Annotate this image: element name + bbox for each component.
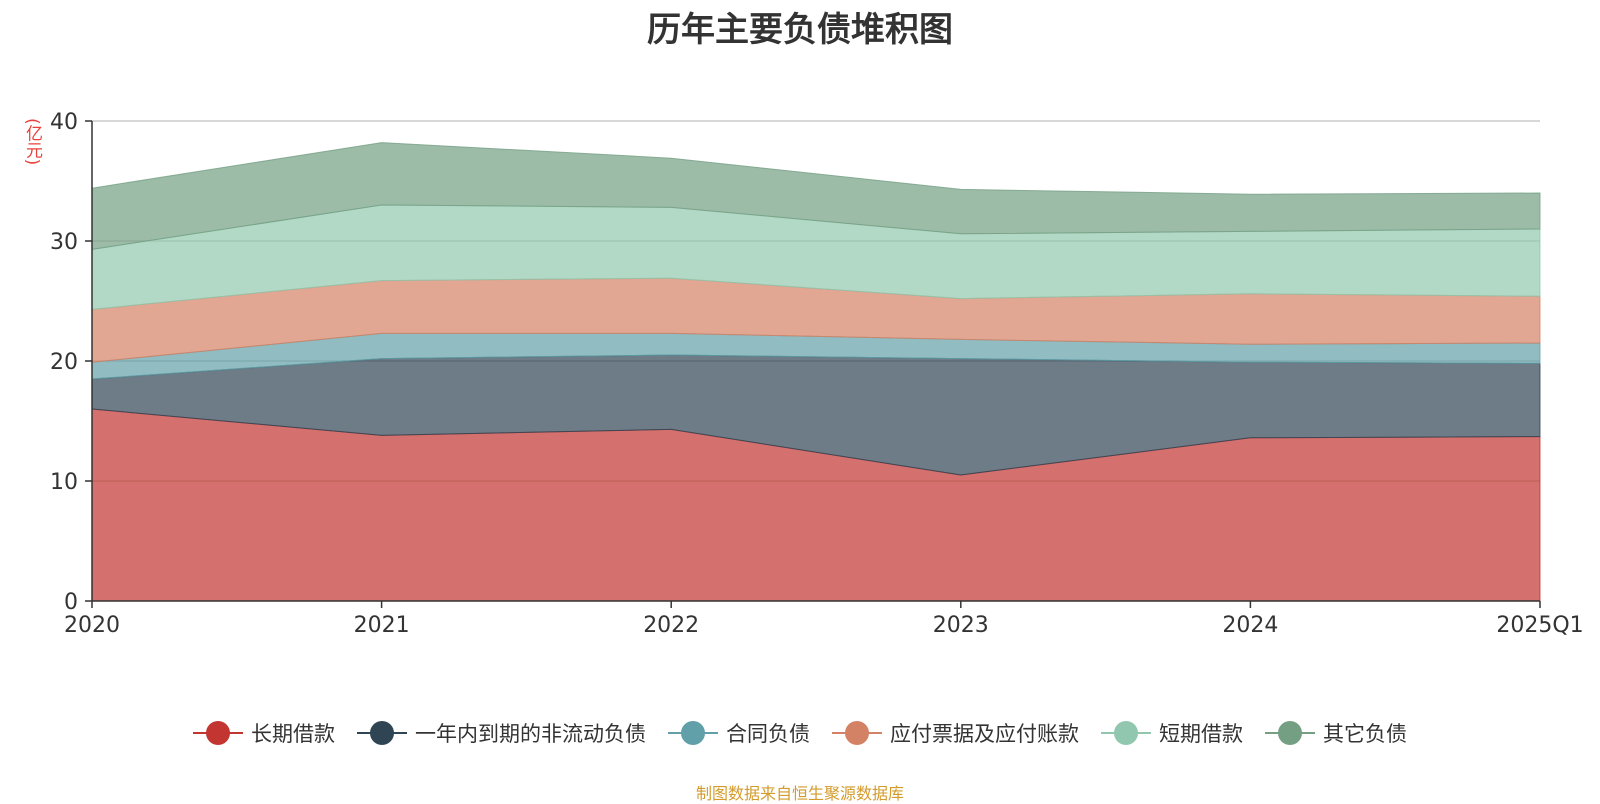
y-tick-label: 0	[64, 590, 78, 615]
legend-item[interactable]: 长期借款	[193, 718, 335, 748]
legend-marker-icon	[668, 721, 718, 745]
legend-marker-icon	[357, 721, 407, 745]
axes: 0 10 20 30 40 2020 2021 2022 2023 2024 2025Q1	[50, 110, 1584, 638]
y-tick-label: 40	[50, 110, 78, 135]
legend-marker-icon	[1101, 721, 1151, 745]
legend-label: 短期借款	[1159, 722, 1243, 746]
legend-item[interactable]: 其它负债	[1265, 718, 1407, 748]
legend-marker-icon	[193, 721, 243, 745]
x-tick-label: 2024	[1222, 613, 1278, 638]
legend-marker-icon	[832, 721, 882, 745]
stacked-areas	[91, 142, 1541, 602]
legend: 长期借款 一年内到期的非流动负债 合同负债 应付票据及应付账款 短期借款 其它负债	[0, 718, 1600, 748]
legend-item[interactable]: 应付票据及应付账款	[832, 718, 1079, 748]
legend-item[interactable]: 合同负债	[668, 718, 810, 748]
legend-label: 其它负债	[1323, 722, 1407, 746]
legend-label: 长期借款	[251, 722, 335, 746]
y-tick-label: 30	[50, 230, 78, 255]
y-tick-label: 20	[50, 350, 78, 375]
legend-item[interactable]: 短期借款	[1101, 718, 1243, 748]
legend-marker-icon	[1265, 721, 1315, 745]
y-tick-label: 10	[50, 470, 78, 495]
x-tick-label: 2021	[354, 613, 410, 638]
x-tick-label: 2023	[933, 613, 989, 638]
legend-label: 合同负债	[726, 722, 810, 746]
x-tick-label: 2022	[643, 613, 699, 638]
legend-label: 一年内到期的非流动负债	[415, 722, 646, 746]
legend-item[interactable]: 一年内到期的非流动负债	[357, 718, 646, 748]
y-axis-unit-label: (亿元)	[22, 118, 42, 166]
area-series-5	[91, 142, 1541, 250]
x-tick-label: 2020	[64, 613, 120, 638]
x-tick-label: 2025Q1	[1496, 613, 1583, 638]
chart-title: 历年主要负债堆积图	[647, 10, 953, 50]
legend-label: 应付票据及应付账款	[890, 722, 1079, 746]
data-source-note: 制图数据来自恒生聚源数据库	[695, 784, 904, 803]
